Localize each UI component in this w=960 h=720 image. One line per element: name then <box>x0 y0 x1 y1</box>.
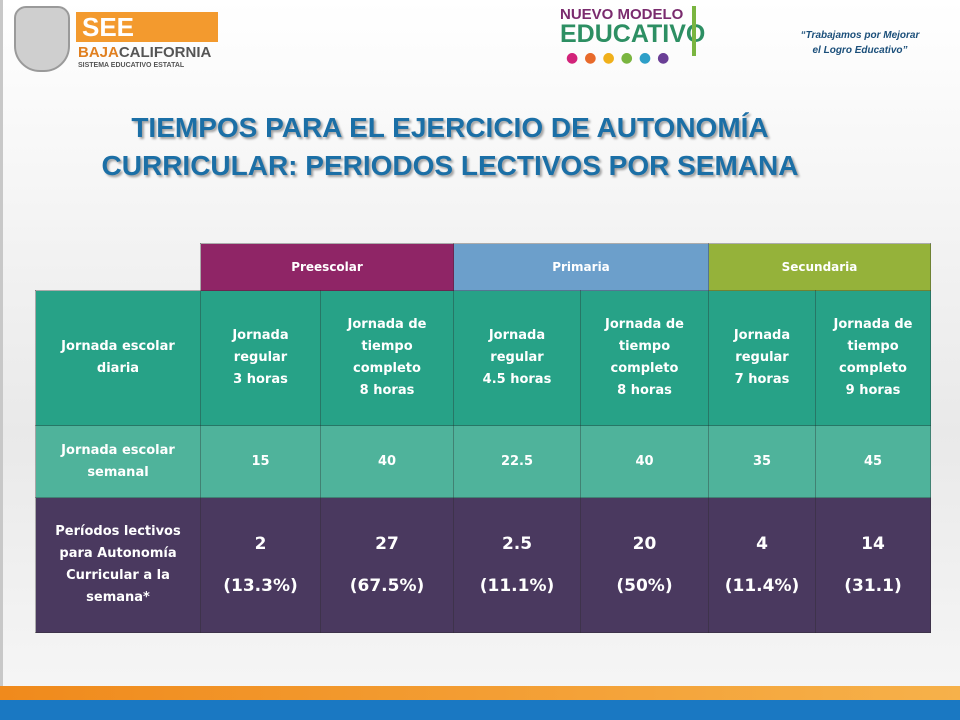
cell-line: 14 <box>861 534 885 554</box>
table-cell: Jornada de tiempo completo 8 horas <box>580 290 709 426</box>
table-cell: 2.5 (11.1%) <box>453 497 581 633</box>
cell-line: diaria <box>96 361 140 376</box>
logo-bar <box>692 6 696 56</box>
table-cell: Jornada regular 7 horas <box>708 290 816 426</box>
cell-line: (31.1) <box>844 576 902 596</box>
table-row: Períodos lectivos para Autonomía Curricula… <box>35 497 931 633</box>
table: Preescolar Primaria Secundaria Jornada esco… <box>35 243 931 633</box>
nuevo-modelo: NUEVO MODELO <box>560 6 684 23</box>
title-line: CURRICULAR: PERIODOS LECTIVOS POR SEMANA <box>101 150 799 181</box>
cell-line: 3 horas <box>233 372 288 387</box>
table-cell: 4 (11.4%) <box>708 497 816 633</box>
table-cell: Jornada de tiempo completo 8 horas <box>320 290 454 426</box>
table-cell: 40 <box>580 425 709 498</box>
cell-line: semanal <box>87 464 149 480</box>
empty-cell <box>36 244 201 291</box>
cell-line: 2 <box>254 534 267 554</box>
crest <box>14 6 70 72</box>
baja: BAJA <box>78 44 119 61</box>
row-label: Jornada escolar semanal <box>35 425 201 498</box>
table-cell: 40 <box>320 425 454 498</box>
cell-line: (50%) <box>616 576 673 596</box>
logo-sub: SISTEMA EDUCATIVO ESTATAL <box>78 62 185 69</box>
title-line: TIEMPOS PARA EL EJERCICIO DE AUTONOMÍA <box>131 112 769 143</box>
cell-line: 45 <box>863 453 883 469</box>
cell-line: completo <box>839 361 907 376</box>
table-cell: 35 <box>708 425 816 498</box>
table-cell: 2 (13.3%) <box>200 497 321 633</box>
table-row: Jornada escolar diaria Jornada regular 3 hor… <box>35 290 931 426</box>
cell-line: Jornada <box>488 328 546 343</box>
left-edge <box>0 0 3 700</box>
cell-line: Jornada de <box>347 317 427 332</box>
table-cell: 27 (67.5%) <box>320 497 454 633</box>
cell-line: regular <box>735 350 789 365</box>
cell-line: 9 horas <box>845 383 901 398</box>
cell-line: 4 <box>756 534 768 554</box>
footer-orange <box>0 686 960 700</box>
cell-line: Períodos lectivos <box>55 524 181 539</box>
cell-line: 40 <box>635 453 654 469</box>
cell-line: Jornada <box>733 328 791 343</box>
cell-line: regular <box>490 350 544 365</box>
educativo: EDUCATIVO <box>560 20 706 48</box>
cell-line: completo <box>353 361 421 376</box>
cell-line: 40 <box>377 453 397 469</box>
cell-line: 8 horas <box>359 383 415 398</box>
cell-line: Jornada escolar <box>61 442 175 458</box>
tagline: “Trabajamos por Mejorar el Logro Educati… <box>770 28 950 58</box>
cell-line: 20 <box>632 534 657 554</box>
cell-line: 7 horas <box>734 372 790 387</box>
cell-line: 27 <box>375 534 399 554</box>
cell-line: 4.5 horas <box>482 372 552 387</box>
california: CALIFORNIA <box>118 44 212 61</box>
cell-line: Jornada de <box>833 317 913 332</box>
level-header: Primaria <box>453 243 709 291</box>
cell-line: 2.5 <box>501 534 533 554</box>
logo-see: SEE <box>82 12 135 42</box>
cell-line: 8 horas <box>617 383 672 398</box>
table-cell: Jornada regular 4.5 horas <box>453 290 581 426</box>
table-cell: 14 (31.1) <box>815 497 931 633</box>
level-header: Secundaria <box>708 243 931 291</box>
row-label: Períodos lectivos para Autonomía Curricula… <box>35 497 201 633</box>
table-cell: 15 <box>200 425 321 498</box>
cell-line: tiempo <box>361 339 413 354</box>
cell-line: (67.5%) <box>349 576 425 596</box>
table-cell: 22.5 <box>453 425 581 498</box>
level-header: Preescolar <box>200 243 454 291</box>
cell-line: semana* <box>86 590 150 605</box>
row-label: Jornada escolar diaria <box>35 290 201 426</box>
table-cell: Jornada regular 3 horas <box>200 290 321 426</box>
table-cell: Jornada de tiempo completo 9 horas <box>815 290 931 426</box>
cell-line: Jornada de <box>605 317 684 332</box>
cell-line: (13.3%) <box>223 576 298 596</box>
tagline-line: “Trabajamos por Mejorar <box>800 30 920 41</box>
tagline-line: el Logro Educativo” <box>812 45 908 56</box>
header-row: Preescolar Primaria Secundaria <box>36 243 931 291</box>
see-box <box>76 12 218 42</box>
table-cell: 45 <box>815 425 931 498</box>
cell-line: tiempo <box>847 339 899 354</box>
cell-line: 15 <box>251 453 270 469</box>
cell-line: Jornada escolar <box>61 339 175 354</box>
cell-line: (11.4%) <box>724 576 800 596</box>
logo-baja: BAJACALIFORNIA <box>78 44 211 61</box>
dots: ●●●●●● <box>566 50 676 66</box>
cell-line: Jornada <box>232 328 289 343</box>
cell-line: Curricular a la <box>66 568 170 583</box>
cell-line: tiempo <box>618 339 671 354</box>
cell-line: 35 <box>752 453 772 469</box>
cell-line: 22.5 <box>500 453 534 469</box>
table-cell: 20 (50%) <box>580 497 709 633</box>
cell-line: regular <box>233 350 288 365</box>
footer-blue <box>0 700 960 720</box>
cell-line: completo <box>610 361 679 376</box>
cell-line: (11.1%) <box>479 576 555 596</box>
table-row: Jornada escolar semanal 15 40 22.5 40 35 45 <box>35 425 931 498</box>
cell-line: para Autonomía <box>59 546 177 561</box>
